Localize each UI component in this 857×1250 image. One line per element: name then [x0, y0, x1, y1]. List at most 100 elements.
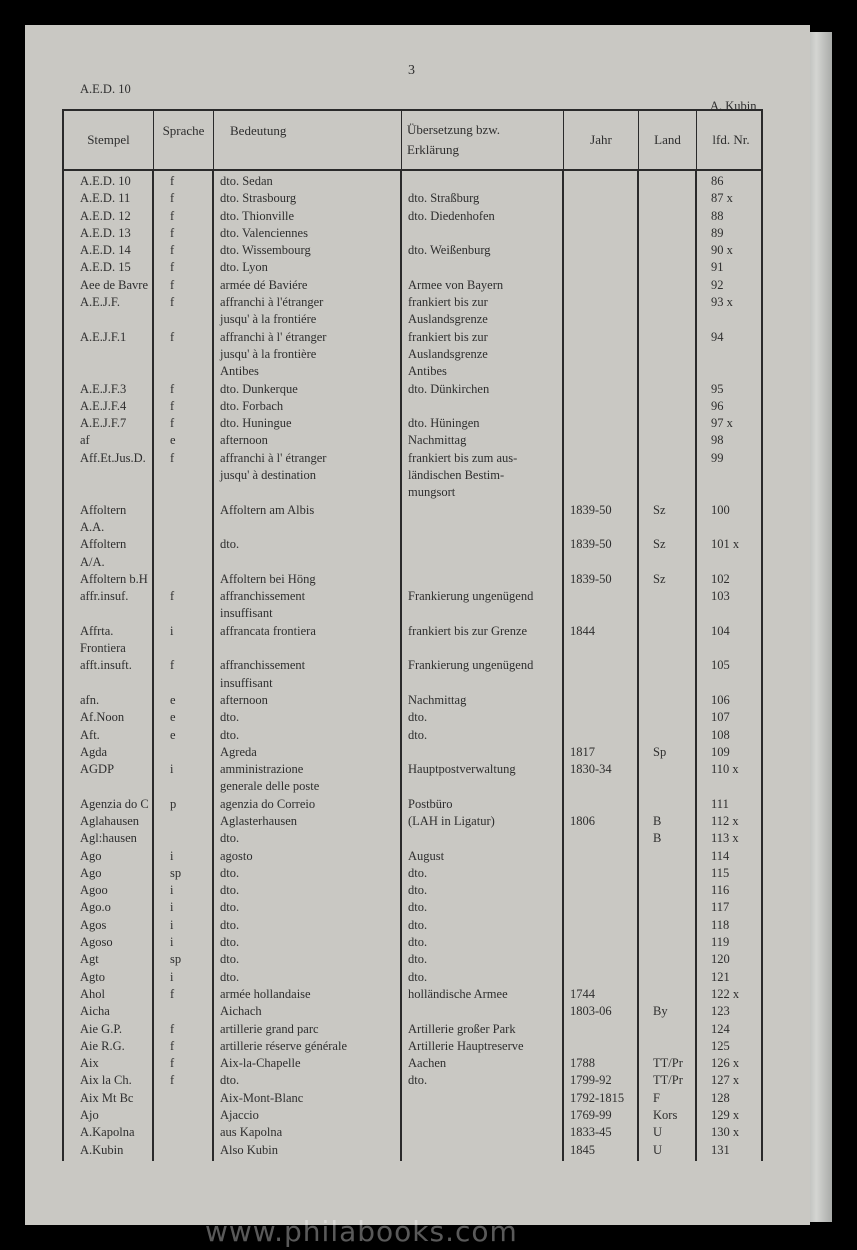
cell-lfd-nr: 123	[711, 1004, 730, 1019]
cell-uebersetzung: dto.	[408, 710, 428, 725]
cell-jahr	[564, 917, 639, 934]
cell-sprache: i	[170, 935, 174, 950]
cell-land	[639, 173, 697, 190]
cell-stempel: Aglahausen	[80, 813, 140, 828]
cell-jahr	[564, 692, 639, 709]
cell-stempel: Affoltern A.A.	[80, 502, 127, 534]
cell-sprache	[154, 536, 214, 571]
cell-land: Sz	[653, 537, 666, 552]
cell-uebersetzung: dto.	[408, 917, 428, 932]
cell-jahr	[564, 190, 639, 207]
cell-uebersetzung: dto.	[408, 727, 428, 742]
cell-stempel: Aix Mt Bc	[80, 1090, 134, 1105]
cell-bedeutung: dto. Lyon	[220, 260, 268, 275]
cell-bedeutung: dto.	[220, 900, 240, 915]
table-row: affr.insuf. f affranchissement insuffisant…	[64, 588, 761, 623]
cell-jahr	[564, 830, 639, 847]
cell-bedeutung: dto. Valenciennes	[220, 225, 308, 240]
cell-stempel: Agl:hausen	[80, 831, 137, 846]
cell-jahr: 1799-92	[570, 1073, 612, 1088]
cell-sprache	[154, 830, 214, 847]
cell-stempel: A.E.J.F.3	[80, 381, 127, 396]
cell-stempel: Affoltern A/A.	[80, 537, 127, 569]
stamp-table: Stempel Sprache Bedeutung Übersetzung bz…	[62, 109, 763, 1161]
cell-jahr: 1792-1815	[570, 1090, 625, 1105]
cell-bedeutung: dto. Thionville	[220, 208, 295, 223]
cell-sprache	[154, 1107, 214, 1124]
cell-stempel: A.E.J.F.	[80, 295, 120, 310]
cell-sprache: f	[170, 589, 175, 604]
cell-bedeutung: Ajaccio	[220, 1108, 259, 1123]
cell-lfd-nr: 110 x	[711, 762, 739, 777]
cell-lfd-nr: 106	[711, 692, 730, 707]
cell-sprache	[154, 502, 214, 537]
cell-lfd-nr: 92	[711, 277, 724, 292]
cell-sprache: p	[170, 796, 177, 811]
cell-bedeutung: agosto	[220, 848, 253, 863]
cell-sprache: e	[170, 710, 176, 725]
cell-sprache: f	[170, 1021, 175, 1036]
cell-sprache: i	[170, 917, 174, 932]
cell-uebersetzung: Artillerie großer Park	[408, 1021, 516, 1036]
table-row: Aff.Et.Jus.D. f affranchi à l' étranger ju…	[64, 450, 761, 502]
cell-lfd-nr: 88	[711, 208, 724, 223]
cell-sprache: e	[170, 433, 176, 448]
table-row: A.E.J.F.1 f affranchi à l' étranger jusqu'…	[64, 329, 761, 381]
cell-lfd-nr: 93 x	[711, 295, 733, 310]
table-row: Aix la Ch. f dto. dto. 1799-92 TT/Pr 127 x	[64, 1072, 761, 1089]
cell-stempel: A.E.D. 13	[80, 225, 131, 240]
cell-jahr: 1744	[570, 986, 595, 1001]
cell-jahr	[564, 727, 639, 744]
cell-sprache	[154, 744, 214, 761]
table-row: A.Kapolna aus Kapolna 1833-45 U 130 x	[64, 1124, 761, 1141]
cell-stempel: Agto	[80, 969, 105, 984]
cell-land: Sp	[653, 744, 667, 759]
cell-sprache: f	[170, 191, 175, 206]
table-row: Agoso i dto. dto. 119	[64, 934, 761, 951]
cell-bedeutung: dto. Huningue	[220, 416, 292, 431]
cell-stempel: Aft.	[80, 727, 100, 742]
cell-lfd-nr: 89	[711, 225, 724, 240]
cell-stempel: Aix la Ch.	[80, 1073, 132, 1088]
cell-land	[639, 761, 697, 796]
cell-stempel: Aie R.G.	[80, 1038, 125, 1053]
table-row: Agos i dto. dto. 118	[64, 917, 761, 934]
cell-stempel: Aicha	[80, 1004, 110, 1019]
cell-uebersetzung: Postbüro	[408, 796, 453, 811]
cell-bedeutung: dto.	[220, 710, 240, 725]
cell-stempel: A.E.J.F.7	[80, 416, 127, 431]
cell-stempel: AGDP	[80, 762, 115, 777]
cell-uebersetzung: dto.	[408, 952, 428, 967]
cell-uebersetzung	[402, 744, 564, 761]
cell-sprache: e	[170, 692, 176, 707]
cell-stempel: A.E.D. 10	[80, 174, 131, 188]
cell-lfd-nr: 95	[711, 381, 724, 396]
cell-lfd-nr: 104	[711, 623, 730, 638]
cell-uebersetzung: dto. Hüningen	[408, 416, 480, 431]
table-row: Affoltern A.A. Affoltern am Albis 1839-50 S…	[64, 502, 761, 537]
cell-land	[639, 259, 697, 276]
cell-bedeutung: dto.	[220, 831, 240, 846]
cell-jahr: 1769-99	[570, 1108, 612, 1123]
cell-jahr	[564, 657, 639, 692]
cell-bedeutung: dto. Dunkerque	[220, 381, 298, 396]
cell-uebersetzung	[402, 536, 564, 571]
cell-land	[639, 329, 697, 381]
cell-jahr	[564, 450, 639, 502]
cell-sprache: f	[170, 277, 175, 292]
cell-jahr	[564, 294, 639, 329]
cell-bedeutung: affranchi à l' étranger jusqu' à destina…	[220, 450, 327, 483]
cell-sprache: f	[170, 243, 175, 258]
cell-jahr	[564, 225, 639, 242]
table-row: A.E.D. 11 f dto. Strasbourg dto. Straßburg 8…	[64, 190, 761, 207]
table-row: Ajo Ajaccio 1769-99 Kors 129 x	[64, 1107, 761, 1124]
cell-bedeutung: aus Kapolna	[220, 1125, 283, 1140]
cell-land	[639, 899, 697, 916]
cell-jahr	[564, 848, 639, 865]
cell-uebersetzung	[402, 830, 564, 847]
cell-jahr	[564, 882, 639, 899]
cell-bedeutung: dto.	[220, 969, 240, 984]
cell-lfd-nr: 121	[711, 969, 730, 984]
cell-uebersetzung: dto. Dünkirchen	[408, 381, 490, 396]
cell-land	[639, 1021, 697, 1038]
